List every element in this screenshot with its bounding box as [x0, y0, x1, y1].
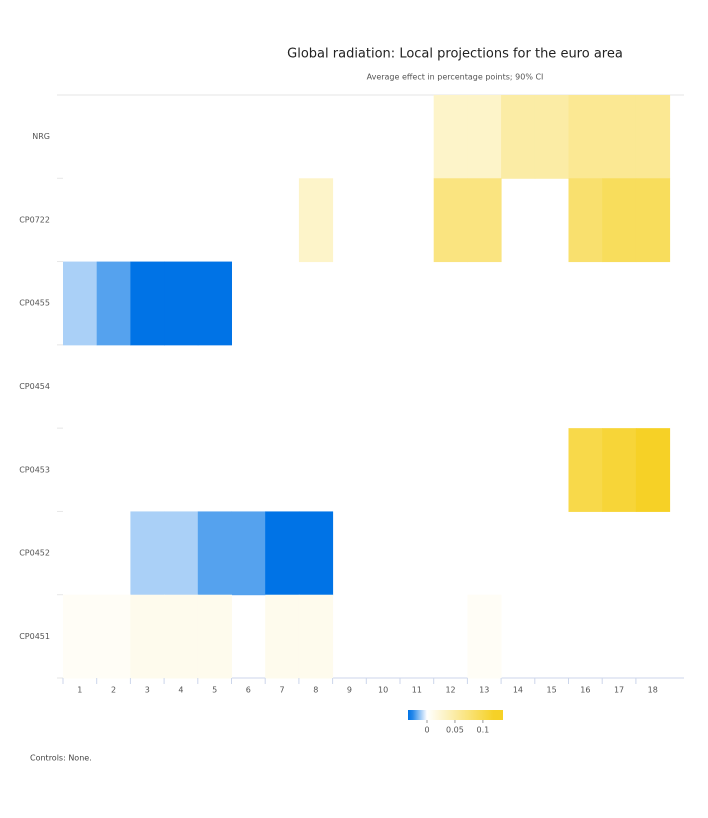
heat-cell — [602, 178, 637, 263]
chart-subtitle: Average effect in percentage points; 90%… — [367, 73, 544, 82]
x-tick-label: 6 — [246, 686, 251, 695]
x-tick-label: 3 — [145, 686, 150, 695]
x-tick-label: 12 — [445, 686, 455, 695]
x-tick-label: 14 — [513, 686, 523, 695]
heat-cell — [568, 95, 603, 179]
colorbar-tick-label: 0.1 — [477, 726, 490, 735]
heat-cell — [265, 511, 300, 596]
y-tick-label: NRG — [32, 132, 50, 141]
x-tick-label: 10 — [378, 686, 388, 695]
heat-cell — [568, 428, 603, 512]
chart-title: Global radiation: Local projections for … — [287, 47, 623, 62]
heat-cell — [265, 594, 300, 679]
heat-cell — [534, 95, 569, 179]
y-tick-label: CP0451 — [19, 632, 50, 641]
heat-cell — [568, 178, 603, 263]
heat-cell — [467, 178, 502, 263]
heat-cell — [433, 178, 468, 263]
x-tick-label: 16 — [580, 686, 590, 695]
heat-cell — [197, 511, 232, 596]
heat-cell — [164, 594, 199, 679]
heat-cell — [164, 511, 199, 596]
heat-cell — [63, 594, 98, 679]
heat-cell — [635, 428, 671, 512]
y-tick-label: CP0454 — [19, 382, 50, 391]
x-tick-label: 13 — [479, 686, 489, 695]
heat-cell — [298, 511, 334, 596]
x-tick-label: 1 — [77, 686, 82, 695]
heat-cell — [602, 95, 637, 179]
x-tick-label: 9 — [347, 686, 352, 695]
x-tick-label: 5 — [212, 686, 217, 695]
y-tick-label: CP0452 — [19, 549, 50, 558]
heat-cell — [467, 594, 502, 679]
heat-cell — [298, 594, 334, 679]
footnote: Controls: None. — [30, 754, 92, 763]
heat-cell — [433, 95, 468, 179]
heat-cell — [635, 95, 671, 179]
heat-cell — [635, 178, 671, 263]
x-tick-label: 15 — [547, 686, 557, 695]
heat-cell — [130, 594, 165, 679]
colorbar-tick-label: 0.05 — [446, 726, 464, 735]
heat-cell — [467, 95, 502, 179]
x-tick-label: 7 — [280, 686, 285, 695]
y-tick-label: CP0722 — [19, 215, 50, 224]
heat-cell — [231, 511, 266, 596]
colorbar — [408, 710, 503, 720]
x-tick-label: 18 — [648, 686, 658, 695]
heat-cell — [298, 178, 334, 263]
x-tick-label: 2 — [111, 686, 116, 695]
y-tick-label: CP0453 — [19, 465, 50, 474]
x-tick-label: 8 — [313, 686, 318, 695]
heat-cell — [501, 95, 536, 179]
heat-cell — [63, 261, 98, 346]
heat-cell — [96, 594, 131, 679]
x-tick-label: 17 — [614, 686, 624, 695]
heat-cell — [164, 261, 199, 346]
heat-cell — [602, 428, 637, 512]
x-tick-label: 4 — [178, 686, 183, 695]
heat-cell — [197, 261, 232, 346]
y-tick-label: CP0455 — [19, 299, 50, 308]
colorbar-tick-label: 0 — [424, 726, 429, 735]
heat-cell — [130, 511, 165, 596]
x-tick-label: 11 — [412, 686, 422, 695]
heat-cell — [197, 594, 232, 679]
heat-cell — [130, 261, 165, 346]
heat-cell — [96, 261, 131, 346]
